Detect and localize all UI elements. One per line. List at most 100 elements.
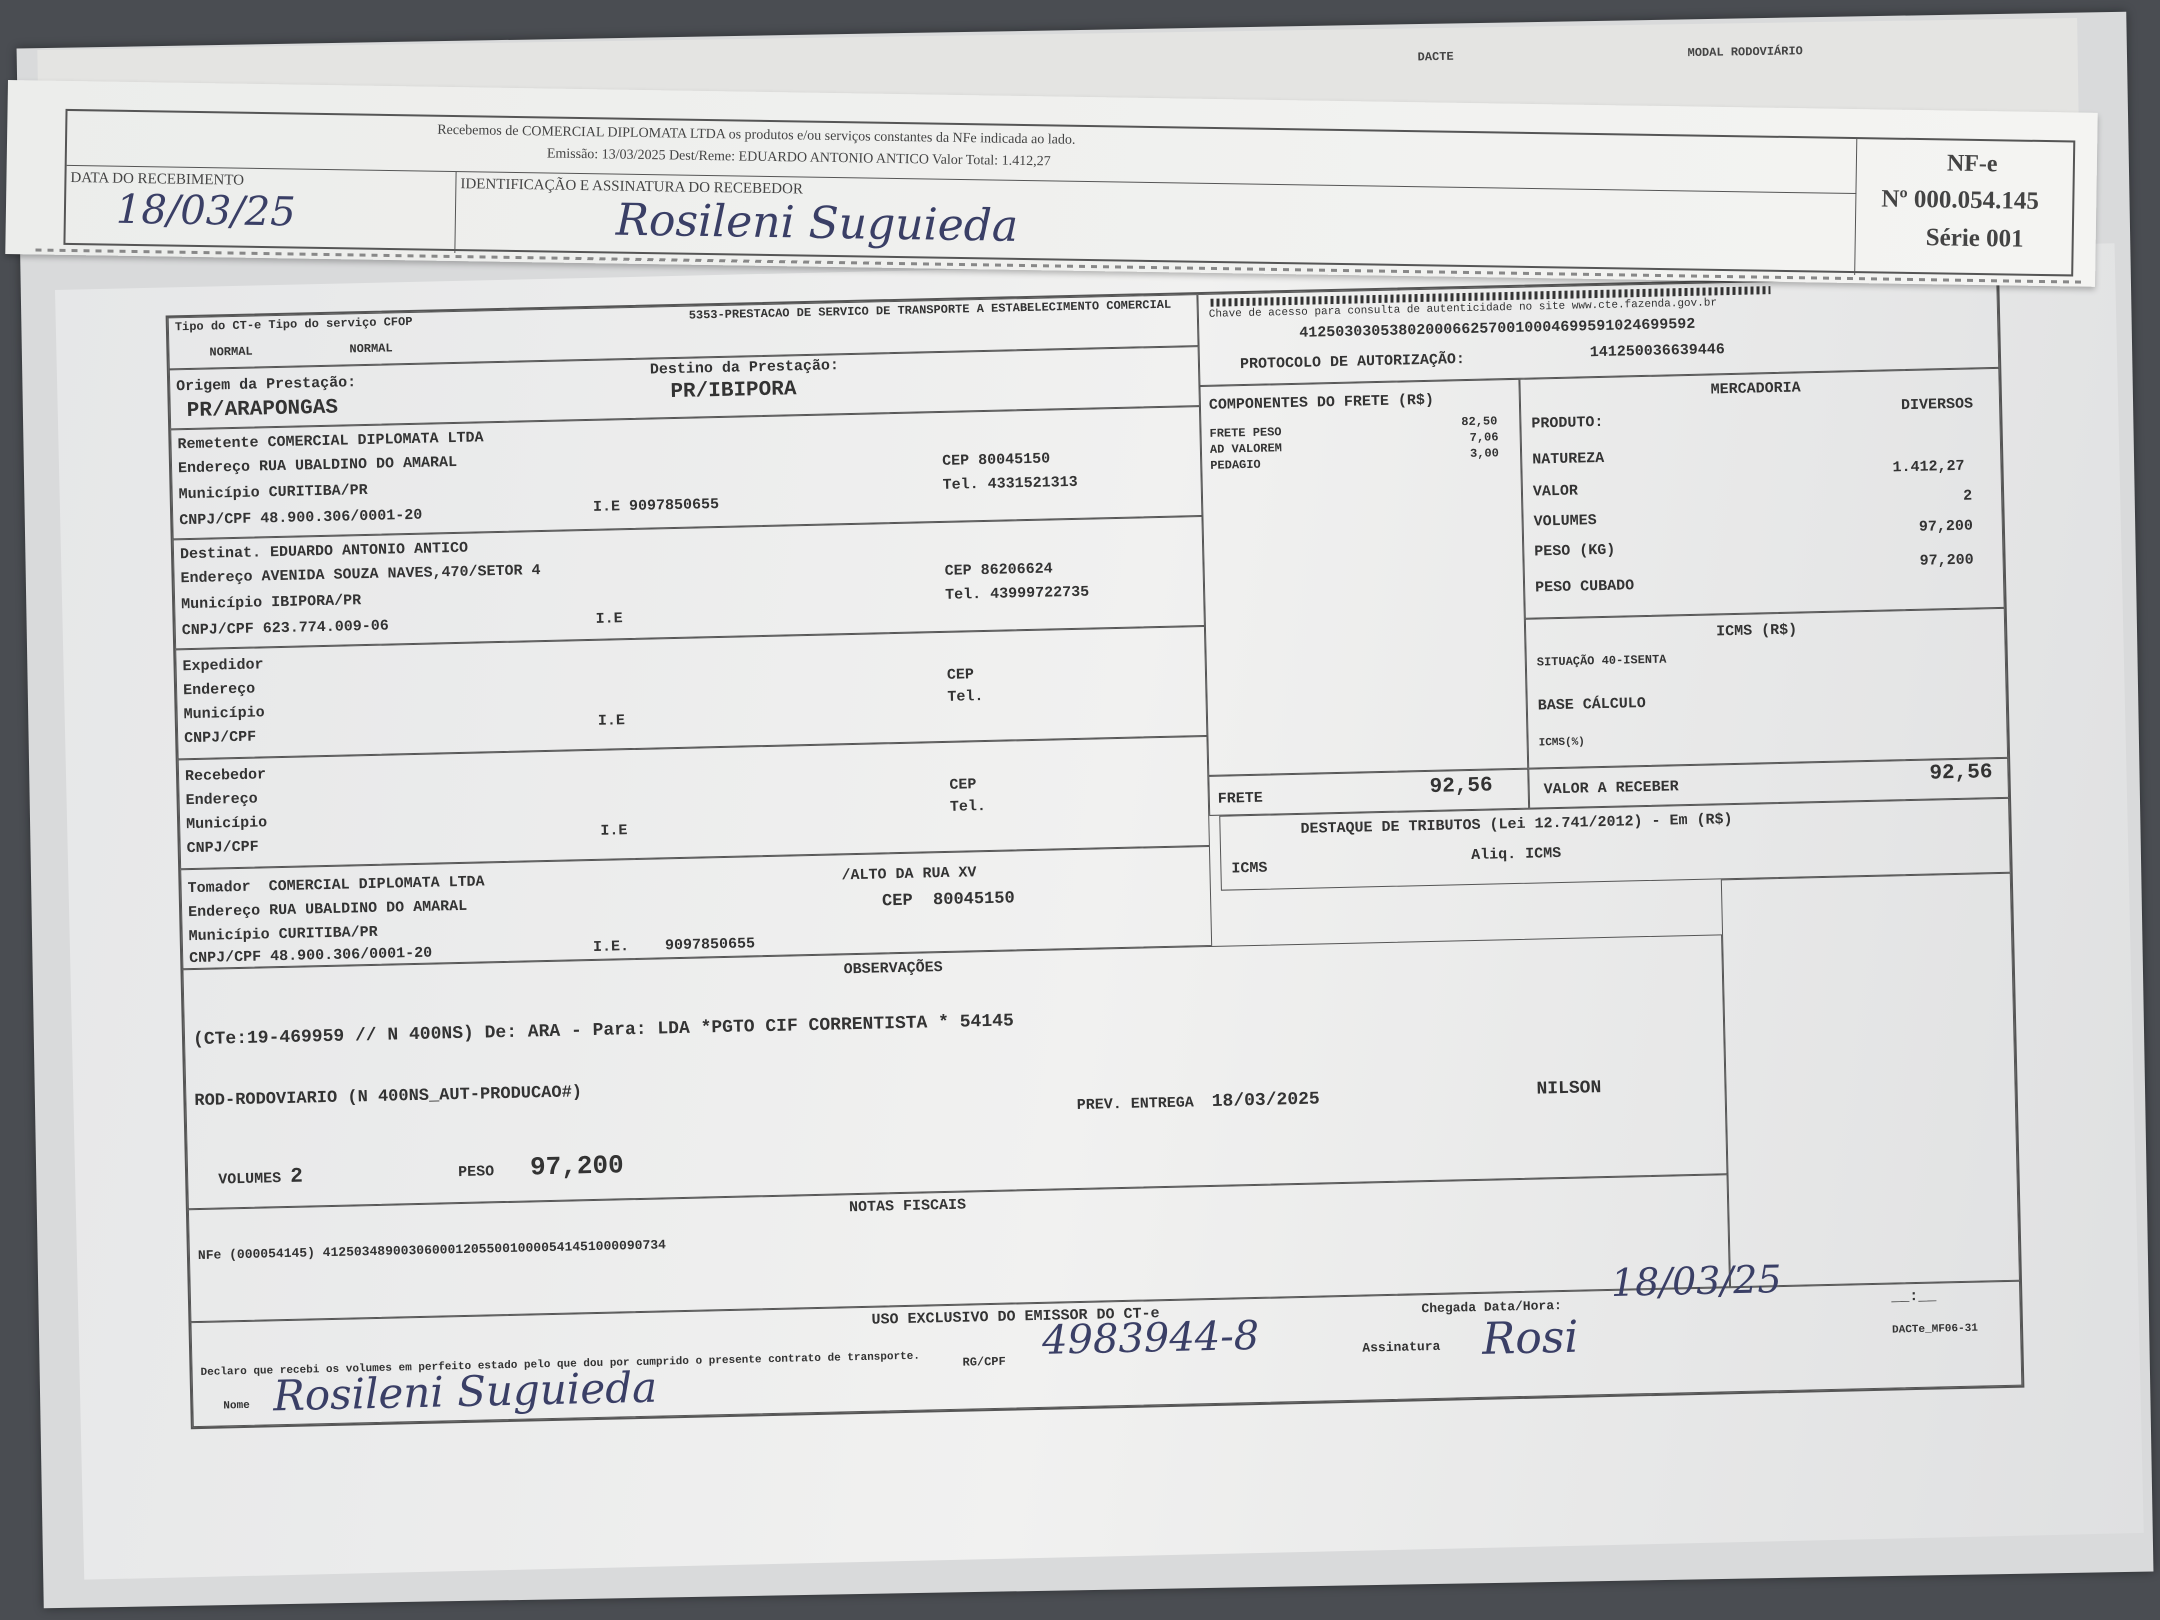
endereco-label: Endereço	[185, 790, 258, 810]
nome-label: Nome	[223, 1399, 250, 1413]
destinatario-endereco: AVENIDA SOUZA NAVES,470/SETOR 4	[261, 562, 541, 586]
frete-peso-value: 82,50	[1461, 414, 1498, 430]
natureza-label: NATUREZA	[1532, 449, 1605, 469]
remetente-label: Remetente	[177, 434, 259, 454]
base-calculo-label: BASE CÁLCULO	[1537, 695, 1647, 715]
observacoes-section: OBSERVAÇÕES (CTe:19-469959 // N 400NS) D…	[182, 934, 1728, 1210]
nfe-numero: Nº 000.054.145	[1881, 185, 2040, 215]
cnpj-label: CNPJ/CPF	[179, 510, 252, 530]
expedidor-label: Expedidor	[182, 656, 264, 676]
destino-label: Destino da Prestação:	[649, 357, 840, 379]
icms-situacao: SITUAÇÃO 40-ISENTA	[1536, 652, 1667, 670]
origem-label: Origem da Prestação:	[176, 374, 357, 396]
dacte-label: DACTE	[1417, 49, 1454, 65]
reserved-box	[1720, 872, 2020, 1288]
destinatario-tel: 43999722735	[989, 583, 1090, 603]
chave-acesso-section: Chave de acesso para consulta de autenti…	[1197, 275, 2000, 387]
cnpj-label: CNPJ/CPF	[181, 620, 254, 640]
pedagio-label: PEDAGIO	[1210, 457, 1261, 473]
recebedor-assinatura-handwritten: Rosileni Suguieda	[615, 194, 1019, 252]
peso-value: 97,200	[529, 1150, 625, 1183]
tel-label: Tel.	[944, 586, 982, 604]
destinatario-cpf: 623.774.009-06	[262, 617, 389, 638]
tel-label: Tel.	[947, 688, 984, 706]
peso-label: PESO (KG)	[1534, 541, 1616, 561]
data-recebimento-handwritten: 18/03/25	[115, 186, 296, 236]
valor-label: VALOR	[1532, 482, 1579, 501]
valor-receber-value: 92,56	[1929, 761, 1993, 786]
modal-label: MODAL RODOVIÁRIO	[1687, 44, 1803, 61]
tomador-ie: 9097850655	[664, 935, 756, 955]
ie-label: I.E	[597, 712, 626, 730]
valor-receber-label: VALOR A RECEBER	[1543, 778, 1679, 799]
nfe-label: NF-e	[1946, 150, 1998, 178]
assinatura-label: Assinatura	[1362, 1338, 1441, 1356]
tipo-label: Tipo do CT-e Tipo do serviço CFOP	[174, 314, 413, 335]
chave-acesso: 4125030305380200066257001000469959102469…	[1299, 315, 1696, 342]
volumes-value: 2	[1962, 487, 1973, 505]
ie-label: I.E.	[592, 938, 630, 956]
remetente-endereco: RUA UBALDINO DO AMARAL	[258, 453, 458, 476]
icms-section: ICMS (R$) SITUAÇÃO 40-ISENTA BASE CÁLCUL…	[1524, 607, 2009, 769]
frete-total: 92,56	[1429, 774, 1493, 799]
ad-valorem-value: 7,06	[1469, 430, 1499, 445]
municipio-label: Município	[188, 926, 270, 946]
tel-label: Tel.	[949, 798, 987, 816]
chegada-hora: __:__	[1891, 1287, 1937, 1306]
ad-valorem-label: AD VALOREM	[1209, 441, 1283, 457]
protocolo-label: PROTOCOLO DE AUTORIZAÇÃO:	[1239, 351, 1466, 374]
frete-label: FRETE	[1217, 789, 1264, 808]
motorista: NILSON	[1536, 1078, 1602, 1100]
peso-label: PESO	[457, 1163, 495, 1182]
endereco-label: Endereço	[187, 902, 261, 922]
destinatario-municipio: IBIPORA/PR	[270, 592, 362, 612]
endereco-label: Endereço	[182, 680, 256, 700]
icms-pct-label: ICMS(%)	[1538, 736, 1586, 750]
produto-label: PRODUTO:	[1531, 413, 1604, 433]
destinatario-nome: EDUARDO ANTONIO ANTICO	[269, 539, 469, 562]
tomador-cep: 80045150	[932, 889, 1015, 911]
emissao-text: Emissão: 13/03/2025 Dest/Reme: EDUARDO A…	[546, 146, 1051, 170]
peso-cubado-label: PESO CUBADO	[1534, 577, 1635, 597]
remetente-cnpj: 48.900.306/0001-20	[260, 506, 423, 528]
notas-fiscais-title: NOTAS FISCAIS	[848, 1196, 967, 1217]
prev-entrega-value: 18/03/2025	[1211, 1089, 1320, 1112]
destinatario-cep: 86206624	[980, 560, 1053, 580]
volumes-value: 2	[289, 1165, 304, 1189]
dacte-form: Tipo do CT-e Tipo do serviço CFOP 5353-P…	[165, 273, 2025, 1430]
peso-cubado-value: 97,200	[1919, 551, 1974, 570]
componentes-frete-section: COMPONENTES DO FRETE (R$) FRETE PESO 82,…	[1199, 378, 1529, 776]
municipio-label: Município	[183, 704, 265, 724]
observacoes-line2: ROD-RODOVIARIO (N 400NS_AUT-PRODUCAO#)	[194, 1083, 583, 1112]
cnpj-label: CNPJ/CPF	[184, 728, 257, 748]
volumes-label: VOLUMES	[1533, 512, 1597, 531]
tomador-endereco: RUA UBALDINO DO AMARAL	[268, 897, 468, 920]
ie-label: I.E	[600, 822, 628, 840]
cnpj-label: CNPJ/CPF	[186, 838, 259, 858]
ie-label: I.E	[592, 498, 621, 516]
rg-label: RG/CPF	[962, 1354, 1006, 1370]
peso-value: 97,200	[1918, 517, 1974, 536]
tributos-icms-label: ICMS	[1231, 859, 1268, 878]
cep-label: CEP	[944, 562, 972, 580]
data-recebimento-field: DATA DO RECEBIMENTO 18/03/25	[65, 165, 457, 254]
nfe-serie: Série 001	[1925, 224, 2024, 253]
tomador-cnpj: 48.900.306/0001-20	[270, 944, 433, 966]
cep-label: CEP	[949, 776, 977, 794]
protocolo-value: 141250036639446	[1589, 341, 1726, 362]
municipio-label: Município	[178, 484, 260, 504]
canhoto-nfe: Recebemos de COMERCIAL DIPLOMATA LTDA os…	[5, 80, 2098, 287]
volumes-label: VOLUMES	[218, 1170, 282, 1189]
tomador-label: Tomador	[187, 878, 251, 898]
mercadoria-section: MERCADORIA PRODUTO: DIVERSOS NATUREZA VA…	[1519, 367, 2005, 619]
modelo-dacte: DACTe_MF06-31	[1891, 1322, 1979, 1337]
cep-label: CEP	[941, 452, 970, 470]
observacoes-title: OBSERVAÇÕES	[843, 959, 943, 979]
tel-label: Tel.	[942, 476, 979, 494]
assinatura-handwritten: Rosi	[1481, 1311, 1580, 1365]
tipo-servico: NORMAL	[349, 341, 393, 357]
valor-value: 1.412,27	[1892, 457, 1965, 477]
chegada-handwritten-date: 18/03/25	[1610, 1257, 1783, 1305]
observacoes-line1: (CTe:19-469959 // N 400NS) De: ARA - Par…	[192, 1011, 1015, 1051]
aliq-icms-label: Aliq. ICMS	[1471, 844, 1562, 865]
